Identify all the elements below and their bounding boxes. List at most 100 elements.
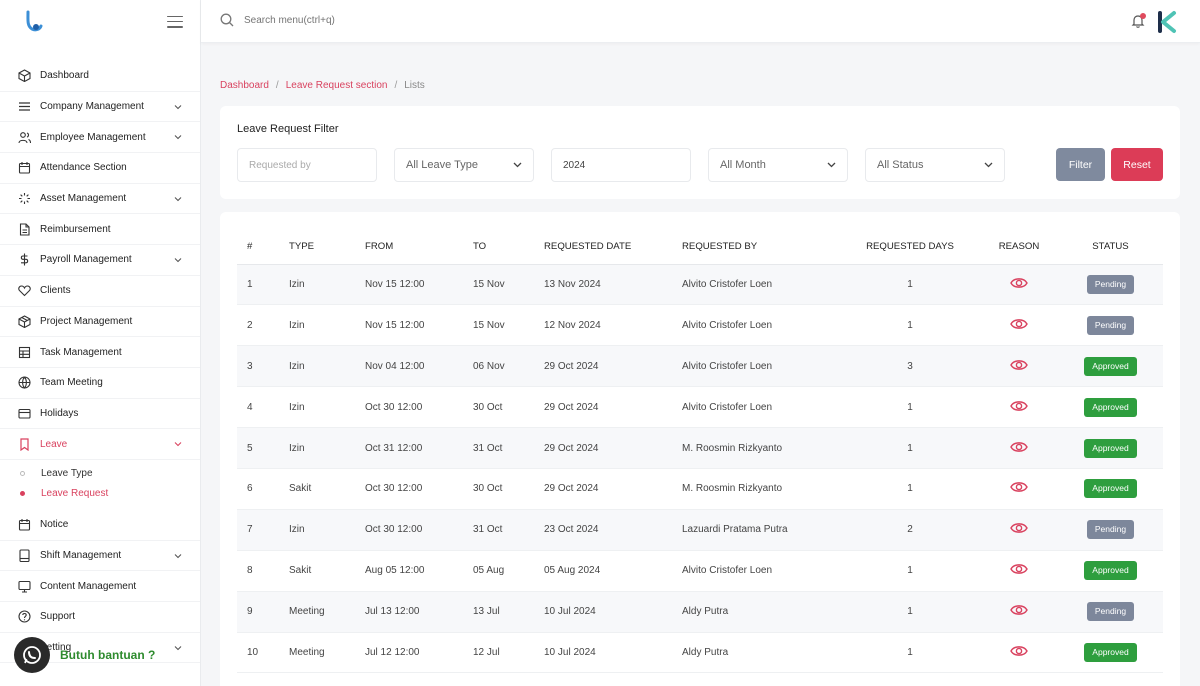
cell-number: 3 xyxy=(237,345,289,388)
eye-icon[interactable] xyxy=(1010,521,1028,535)
user-avatar[interactable] xyxy=(1154,10,1178,34)
cell-number: 1 xyxy=(237,264,289,306)
eye-icon[interactable] xyxy=(1010,358,1028,372)
cell-from: Oct 31 12:00 xyxy=(365,427,473,469)
sidebar-item-shift-management[interactable]: Shift Management xyxy=(0,541,200,572)
cell-type: Izin xyxy=(289,345,365,388)
cell-type: Meeting xyxy=(289,591,365,633)
cell-requested-date: 29 Oct 2024 xyxy=(544,468,682,510)
sidebar-item-content-management[interactable]: Content Management xyxy=(0,571,200,602)
whatsapp-label[interactable]: Butuh bantuan ? xyxy=(60,648,156,662)
cell-reason xyxy=(980,345,1058,388)
status-select[interactable]: All Status xyxy=(865,148,1005,182)
card-icon xyxy=(18,408,31,419)
file-icon xyxy=(19,223,30,236)
status-badge: Approved xyxy=(1084,561,1137,581)
eye-icon[interactable] xyxy=(1010,603,1028,617)
sidebar-item-attendance-section[interactable]: Attendance Section xyxy=(0,153,200,184)
cell-type: Meeting xyxy=(289,632,365,674)
eye-icon[interactable] xyxy=(1010,562,1028,576)
sidebar-subitem-label: Leave Request xyxy=(41,488,109,500)
cell-type: Sakit xyxy=(289,468,365,510)
sidebar-item-label: Attendance Section xyxy=(40,162,127,174)
cell-type: Izin xyxy=(289,304,365,347)
sidebar-item-dashboard[interactable]: Dashboard xyxy=(0,61,200,92)
cell-requested-days: 1 xyxy=(840,468,980,510)
table-row: 2 Izin Nov 15 12:00 15 Nov 12 Nov 2024 Alvito… xyxy=(237,304,1163,347)
cell-requested-date: 12 Nov 2024 xyxy=(544,304,682,347)
column-header-reason: REASON xyxy=(980,230,1058,265)
eye-icon[interactable] xyxy=(1010,644,1028,658)
notification-bell-icon[interactable] xyxy=(1130,13,1146,29)
cell-type: Izin xyxy=(289,427,365,469)
cell-requested-by: Alvito Cristofer Loen xyxy=(682,386,840,429)
cube-icon xyxy=(18,69,31,83)
cell-status: Pending xyxy=(1058,264,1163,306)
cell-requested-date: 23 Oct 2024 xyxy=(544,509,682,551)
filter-button[interactable]: Filter xyxy=(1056,148,1105,181)
chevron-down-icon xyxy=(984,162,993,168)
sidebar-item-project-management[interactable]: Project Management xyxy=(0,307,200,338)
reset-button[interactable]: Reset xyxy=(1111,148,1163,181)
status-badge: Approved xyxy=(1084,438,1137,458)
cell-status: Pending xyxy=(1058,509,1163,551)
eye-icon[interactable] xyxy=(1010,480,1028,494)
sidebar-item-company-management[interactable]: Company Management xyxy=(0,92,200,123)
sidebar-item-asset-management[interactable]: Asset Management xyxy=(0,184,200,215)
whatsapp-help[interactable]: Butuh bantuan ? xyxy=(14,637,155,673)
sidebar-menu: Dashboard Company Management Employee Mana… xyxy=(0,61,200,460)
bullet-icon xyxy=(20,491,25,497)
sidebar-item-clients[interactable]: Clients xyxy=(0,276,200,307)
table-row: 8 Sakit Aug 05 12:00 05 Aug 05 Aug 2024 Alvit… xyxy=(237,550,1163,592)
sidebar-item-holidays[interactable]: Holidays xyxy=(0,399,200,430)
breadcrumb: Dashboard / Leave Request section / List… xyxy=(220,80,425,91)
cell-to: 31 Oct xyxy=(473,427,544,469)
logo-icon[interactable] xyxy=(22,10,44,34)
search-input[interactable] xyxy=(244,14,444,26)
sidebar-item-notice[interactable]: Notice xyxy=(0,510,200,541)
month-select[interactable]: All Month xyxy=(708,148,848,182)
column-header-requested-by: REQUESTED BY xyxy=(682,230,840,265)
table-row: 9 Meeting Jul 13 12:00 13 Jul 10 Jul 2024 Ald… xyxy=(237,591,1163,633)
menu-toggle-icon[interactable] xyxy=(167,15,183,28)
cell-requested-days: 1 xyxy=(840,386,980,429)
sidebar-subitem-leave-type[interactable]: Leave Type xyxy=(0,464,200,484)
breadcrumb-leave-request-section[interactable]: Leave Request section xyxy=(285,80,388,91)
requested-by-input[interactable]: Requested by xyxy=(237,148,377,182)
breadcrumb-dashboard[interactable]: Dashboard xyxy=(220,80,269,91)
leave-type-select[interactable]: All Leave Type xyxy=(394,148,534,182)
cell-status: Approved xyxy=(1058,550,1163,592)
breadcrumb-separator: / xyxy=(275,80,279,91)
eye-icon[interactable] xyxy=(1010,440,1028,454)
cell-requested-by: Alvito Cristofer Loen xyxy=(682,550,840,592)
cell-status: Approved xyxy=(1058,427,1163,469)
cell-status: Approved xyxy=(1058,386,1163,429)
eye-icon[interactable] xyxy=(1010,317,1028,331)
sidebar-item-task-management[interactable]: Task Management xyxy=(0,337,200,368)
breadcrumb-current: Lists xyxy=(404,80,425,91)
eye-icon[interactable] xyxy=(1010,399,1028,413)
sidebar-item-team-meeting[interactable]: Team Meeting xyxy=(0,368,200,399)
sidebar-item-leave[interactable]: Leave xyxy=(0,429,200,460)
cell-requested-days: 1 xyxy=(840,427,980,469)
sidebar-item-reimbursement[interactable]: Reimbursement xyxy=(0,214,200,246)
cell-requested-days: 1 xyxy=(840,264,980,306)
cell-number: 2 xyxy=(237,304,289,347)
year-input[interactable]: 2024 xyxy=(551,148,691,182)
eye-icon[interactable] xyxy=(1010,276,1028,290)
column-header-type: TYPE xyxy=(289,230,365,265)
cell-number: 4 xyxy=(237,386,289,429)
sidebar-subitem-leave-request[interactable]: Leave Request xyxy=(0,484,200,504)
chevron-down-icon xyxy=(174,553,182,558)
cell-requested-by: Lazuardi Pratama Putra xyxy=(682,509,840,551)
whatsapp-icon[interactable] xyxy=(14,637,50,673)
sidebar-item-employee-management[interactable]: Employee Management xyxy=(0,122,200,154)
cell-from: Oct 30 12:00 xyxy=(365,509,473,551)
cell-requested-days: 3 xyxy=(840,345,980,388)
sidebar-item-payroll-management[interactable]: Payroll Management xyxy=(0,245,200,276)
status-badge: Approved xyxy=(1084,642,1137,662)
sidebar-item-label: Reimbursement xyxy=(40,223,111,235)
sidebar-item-support[interactable]: Support xyxy=(0,602,200,633)
column-header-to: TO xyxy=(473,230,544,265)
cell-number: 10 xyxy=(237,632,289,674)
